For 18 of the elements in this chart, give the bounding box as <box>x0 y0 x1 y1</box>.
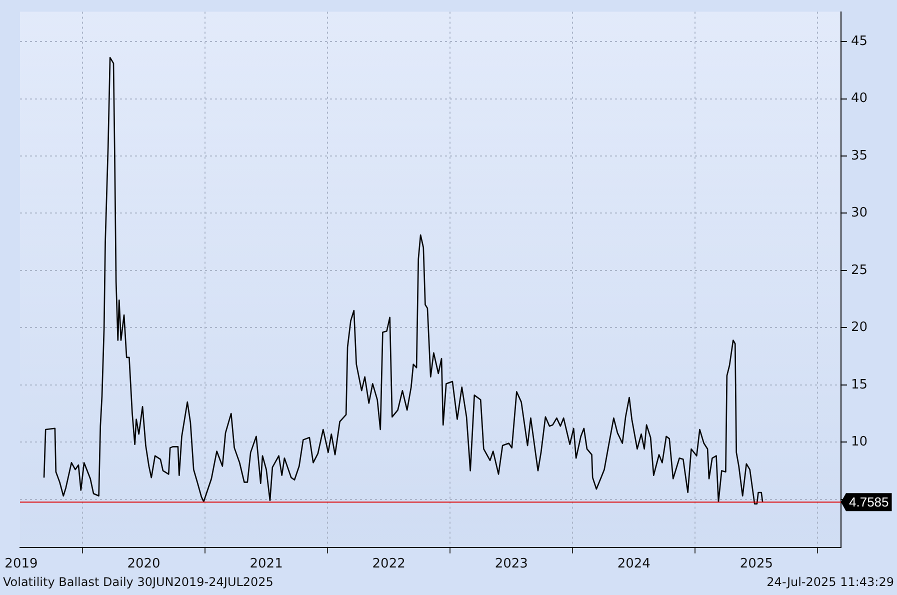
y-tick-label: 25 <box>851 262 868 278</box>
x-tick-label: 2025 <box>740 556 773 572</box>
y-tick-label: 35 <box>851 148 868 164</box>
y-tick-label: 30 <box>851 206 868 221</box>
y-tick-label: 20 <box>851 320 868 336</box>
y-tick-label: 40 <box>851 91 868 106</box>
x-tick-label: 2024 <box>617 556 650 572</box>
y-tick-label: 10 <box>851 434 868 450</box>
text: 24-Jul-2025 11:43:29 <box>766 575 894 589</box>
x-tick-label: 2022 <box>372 556 406 572</box>
y-tick-label: 45 <box>851 34 868 49</box>
ref-line-label: 4.7585 <box>849 494 889 510</box>
x-tick-label: 2020 <box>127 556 160 572</box>
text: Volatility Ballast Daily 30JUN2019-24JUL2025 <box>3 575 274 589</box>
y-tick-label: 15 <box>851 377 868 392</box>
x-tick-label: 2019 <box>4 556 38 572</box>
x-tick-label: 2023 <box>494 556 528 572</box>
x-tick-label: 2021 <box>250 556 283 572</box>
